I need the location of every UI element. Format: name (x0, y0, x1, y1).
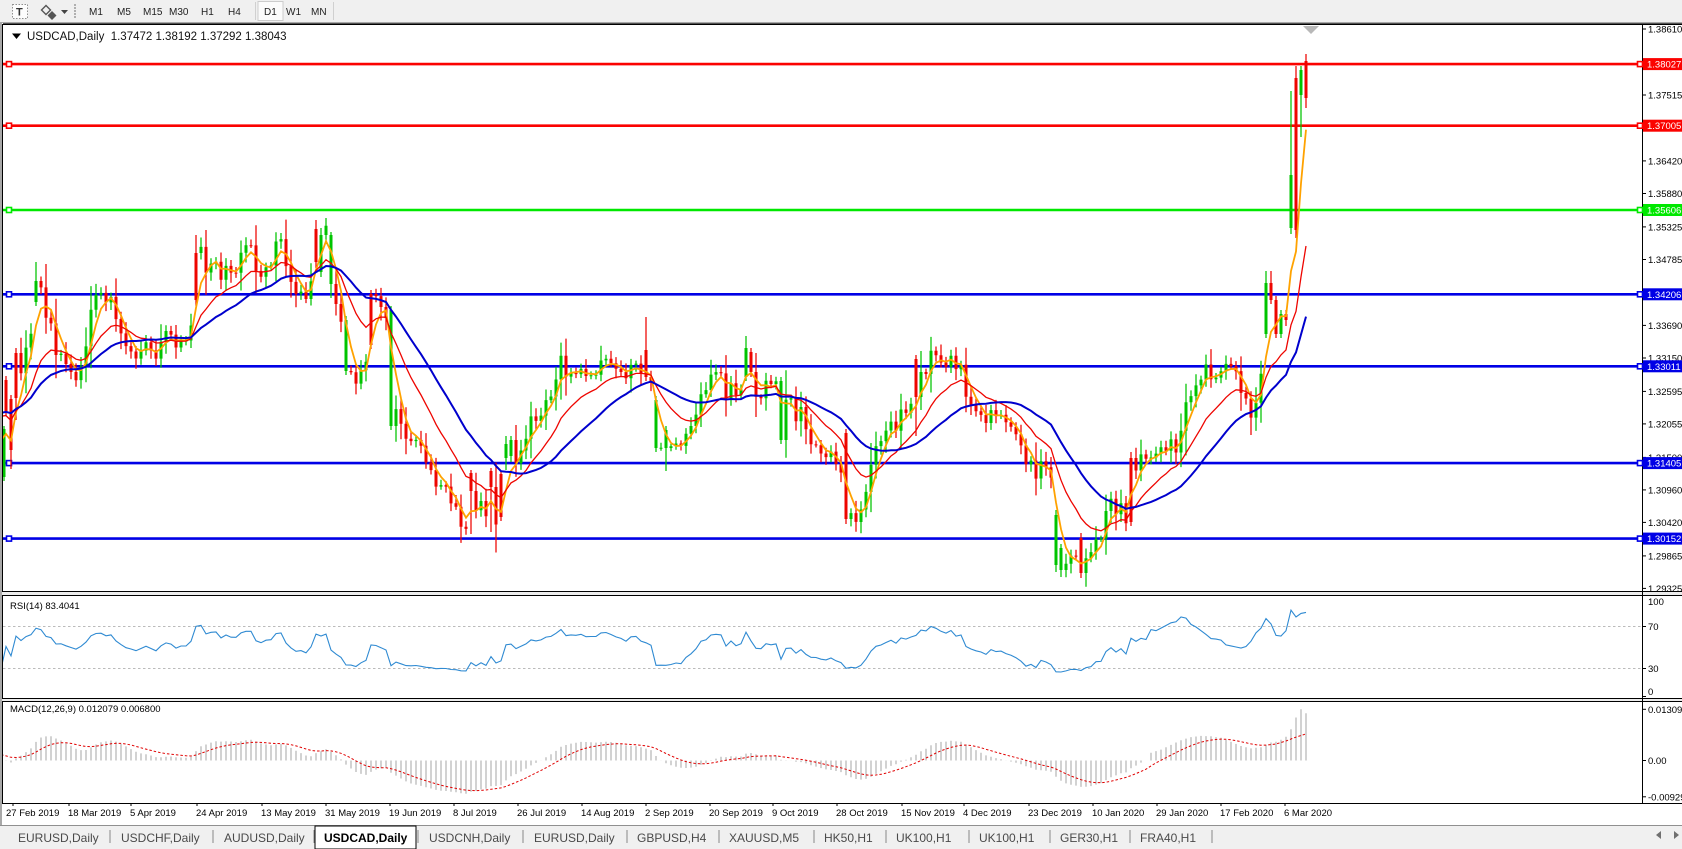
svg-text:8 Jul 2019: 8 Jul 2019 (453, 808, 497, 819)
svg-text:0: 0 (1648, 687, 1653, 698)
svg-text:1.34785: 1.34785 (1648, 255, 1682, 266)
svg-text:MACD(12,26,9) 0.012079 0.00680: MACD(12,26,9) 0.012079 0.006800 (10, 704, 161, 715)
svg-text:HK50,H1: HK50,H1 (824, 831, 873, 845)
svg-text:EURUSD,Daily: EURUSD,Daily (18, 831, 99, 845)
svg-text:13 May 2019: 13 May 2019 (261, 808, 316, 819)
svg-text:30: 30 (1648, 664, 1659, 675)
svg-text:1.30152: 1.30152 (1647, 534, 1681, 545)
svg-text:1.33690: 1.33690 (1648, 321, 1682, 332)
svg-text:1.35880: 1.35880 (1648, 189, 1682, 200)
svg-text:31 May 2019: 31 May 2019 (325, 808, 380, 819)
svg-text:T: T (16, 7, 23, 19)
svg-text:1.37515: 1.37515 (1648, 91, 1682, 102)
svg-text:M5: M5 (117, 7, 131, 18)
svg-text:2 Sep 2019: 2 Sep 2019 (645, 808, 694, 819)
svg-text:23 Dec 2019: 23 Dec 2019 (1028, 808, 1082, 819)
svg-text:1.37005: 1.37005 (1647, 121, 1681, 132)
svg-text:1.33150: 1.33150 (1648, 354, 1682, 365)
svg-text:RSI(14) 83.4041: RSI(14) 83.4041 (10, 601, 80, 612)
svg-text:20 Sep 2019: 20 Sep 2019 (709, 808, 763, 819)
svg-text:1.38027: 1.38027 (1647, 60, 1681, 71)
svg-text:MN: MN (311, 7, 327, 18)
svg-text:1.32055: 1.32055 (1648, 419, 1682, 430)
svg-text:M1: M1 (89, 7, 103, 18)
svg-text:0.013097: 0.013097 (1648, 705, 1682, 716)
svg-text:5 Apr 2019: 5 Apr 2019 (130, 808, 176, 819)
svg-text:AUDUSD,Daily: AUDUSD,Daily (224, 831, 305, 845)
svg-text:70: 70 (1648, 622, 1659, 633)
svg-text:XAUUSD,M5: XAUUSD,M5 (729, 831, 799, 845)
svg-text:1.35325: 1.35325 (1648, 222, 1682, 233)
svg-text:USDCAD,Daily 1.37472 1.38192: USDCAD,Daily 1.37472 1.38192 1.37292 1.3… (27, 31, 287, 43)
svg-text:6 Mar 2020: 6 Mar 2020 (1284, 808, 1332, 819)
svg-text:27 Feb 2019: 27 Feb 2019 (6, 808, 59, 819)
svg-text:USDCNH,Daily: USDCNH,Daily (429, 831, 510, 845)
svg-text:EURUSD,Daily: EURUSD,Daily (534, 831, 615, 845)
svg-text:W1: W1 (286, 7, 301, 18)
svg-text:H4: H4 (228, 7, 241, 18)
svg-text:-0.009295: -0.009295 (1648, 792, 1682, 803)
svg-text:1.33011: 1.33011 (1647, 362, 1681, 373)
svg-text:15 Nov 2019: 15 Nov 2019 (901, 808, 955, 819)
svg-text:1.35606: 1.35606 (1647, 206, 1681, 217)
svg-text:26 Jul 2019: 26 Jul 2019 (517, 808, 566, 819)
svg-text:M15: M15 (143, 7, 163, 18)
svg-text:24 Apr 2019: 24 Apr 2019 (196, 808, 247, 819)
svg-text:USDCHF,Daily: USDCHF,Daily (121, 831, 200, 845)
svg-text:14 Aug 2019: 14 Aug 2019 (581, 808, 634, 819)
svg-text:1.31405: 1.31405 (1647, 459, 1681, 470)
svg-text:18 Mar 2019: 18 Mar 2019 (68, 808, 121, 819)
svg-text:1.30420: 1.30420 (1648, 518, 1682, 529)
svg-text:M30: M30 (169, 7, 189, 18)
svg-text:1.29325: 1.29325 (1648, 584, 1682, 595)
svg-text:H1: H1 (201, 7, 214, 18)
svg-text:GBPUSD,H4: GBPUSD,H4 (637, 831, 707, 845)
svg-text:1.38610: 1.38610 (1648, 25, 1682, 36)
svg-text:19 Jun 2019: 19 Jun 2019 (389, 808, 441, 819)
svg-text:0.00: 0.00 (1648, 756, 1667, 767)
svg-text:17 Feb 2020: 17 Feb 2020 (1220, 808, 1273, 819)
svg-text:4 Dec 2019: 4 Dec 2019 (963, 808, 1012, 819)
svg-text:D1: D1 (264, 7, 277, 18)
svg-text:29 Jan 2020: 29 Jan 2020 (1156, 808, 1208, 819)
svg-text:28 Oct 2019: 28 Oct 2019 (836, 808, 888, 819)
svg-text:GER30,H1: GER30,H1 (1060, 831, 1118, 845)
svg-text:9 Oct 2019: 9 Oct 2019 (772, 808, 818, 819)
svg-text:10 Jan 2020: 10 Jan 2020 (1092, 808, 1144, 819)
svg-text:UK100,H1: UK100,H1 (979, 831, 1035, 845)
svg-text:UK100,H1: UK100,H1 (896, 831, 952, 845)
svg-text:1.32595: 1.32595 (1648, 387, 1682, 398)
svg-text:USDCAD,Daily: USDCAD,Daily (324, 831, 408, 845)
svg-text:1.34206: 1.34206 (1647, 290, 1681, 301)
svg-text:FRA40,H1: FRA40,H1 (1140, 831, 1196, 845)
svg-text:100: 100 (1648, 597, 1664, 608)
svg-text:1.36420: 1.36420 (1648, 156, 1682, 167)
svg-text:1.29865: 1.29865 (1648, 551, 1682, 562)
svg-text:1.30960: 1.30960 (1648, 485, 1682, 496)
